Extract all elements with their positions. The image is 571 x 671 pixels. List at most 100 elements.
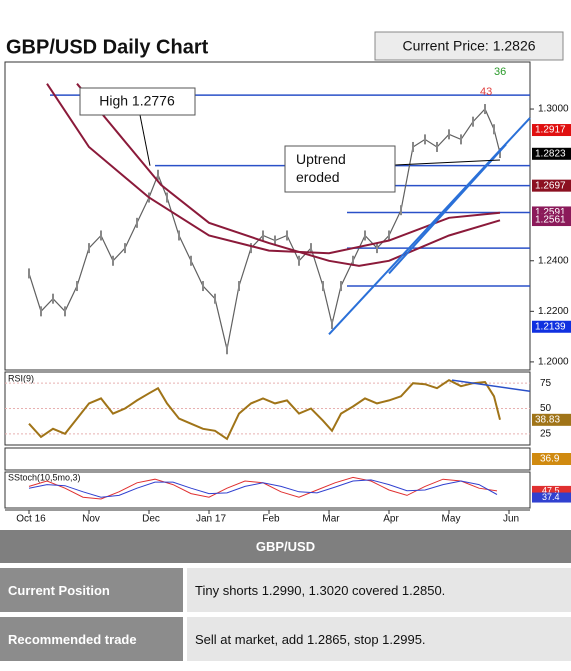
stoch-label: SStoch(10,5mo,3) [8,472,81,482]
price-bar [493,124,495,135]
wave-count: 36 [494,66,506,78]
callout: High 1.2776 [99,93,175,109]
moving-average [76,83,501,267]
price-bar [286,230,288,241]
price-bar [124,243,126,254]
stoch-tag-label: 37.4 [542,492,560,502]
price-line [28,107,501,350]
price-bar [448,129,450,140]
price-bar [112,255,114,266]
x-tick-label: Mar [322,514,340,525]
x-tick-label: Feb [262,514,280,525]
momentum-panel [4,447,531,471]
price-bar [412,141,414,152]
rsi-trendline [451,379,531,393]
x-tick-label: Oct 16 [16,514,46,525]
table-row: Current Position Tiny shorts 1.2990, 1.3… [0,568,571,612]
rsi-label: RSI(9) [8,373,34,383]
momentum-tag-label: 36.9 [540,454,560,465]
price-bar [52,293,54,304]
price-bar [76,281,78,292]
x-tick-label: Jan 17 [196,514,226,525]
price-tag-label: 1.2697 [535,180,566,191]
price-bar [340,281,342,292]
price-tag-label: 1.2917 [535,125,566,136]
price-bar [28,268,30,279]
price-bar [157,169,159,180]
price-bar [274,235,276,246]
price-bar [214,293,216,304]
chart: GBP/USD Daily Chart Current Price: 1.282… [4,31,571,525]
price-bar [322,281,324,292]
price-tag [532,214,571,227]
x-tick-label: May [442,514,461,525]
price-tag-label: 1.2561 [535,215,566,226]
price-bar [388,230,390,241]
leader [139,114,151,166]
y-tick-label: 75 [540,378,552,389]
price-bar [436,141,438,152]
price-bar [64,306,66,317]
row-value: Tiny shorts 1.2990, 1.3020 covered 1.285… [187,568,571,612]
price-bar [499,148,501,159]
price-bar [400,205,402,216]
y-tick-label: 25 [540,428,552,439]
leader [394,159,501,166]
stoch-tag [532,485,571,496]
stoch-panel [4,471,531,509]
price-bar [40,306,42,317]
price-bar [460,134,462,145]
price-box [374,31,564,61]
callout-box [284,145,396,193]
price-bar [376,243,378,254]
y-tick-label: 1.3000 [538,104,569,115]
x-tick-label: Nov [82,514,100,525]
price-tag [532,179,571,192]
price-tag-label: 1.2823 [535,148,566,159]
price-bar [88,243,90,254]
y-tick-label: 1.2400 [538,255,569,266]
rsi-tag-label: 38.83 [535,414,560,425]
wave-count: 43 [480,86,492,98]
price-bar [484,104,486,115]
y-tick-label: 1.2000 [538,357,569,368]
price-bar [331,318,333,329]
price-bar [472,116,474,127]
row-label: Current Position [0,568,183,612]
table-header: GBP/USD [0,530,571,563]
x-tick-label: Dec [142,514,160,525]
y-tick-label: 1.2200 [538,306,569,317]
price-bar [238,281,240,292]
callout: Uptrend eroded [296,151,346,185]
chart-title: GBP/USD Daily Chart [6,36,209,58]
price-bar [352,255,354,266]
stoch-tag-label: 47.5 [542,485,560,495]
row-label: Recommended trade [0,617,183,661]
price-bar [100,230,102,241]
rsi-line [28,378,501,441]
trendline [388,143,507,275]
price-tag [532,147,571,160]
price-bar [166,192,168,203]
price-tag [532,320,571,333]
stoch-line [28,479,498,498]
rsi-tag [532,413,571,426]
callout-box [79,87,196,116]
price-bar [262,230,264,241]
stoch-tag [532,492,571,503]
price-bar [136,217,138,228]
price-bar [202,281,204,292]
x-tick-label: Apr [383,514,399,525]
price-bar [250,243,252,254]
momentum-tag [532,453,571,465]
price-bar [310,243,312,254]
table-row: Recommended trade Sell at market, add 1.… [0,617,571,661]
table: GBP/USD Current Position Tiny shorts 1.2… [0,530,571,671]
price-bar [424,134,426,145]
price-bar [178,230,180,241]
price-bar [226,344,228,355]
price-bar [364,230,366,241]
price-tag-label: 1.2139 [535,321,566,332]
x-tick-label: Jun [503,514,519,525]
